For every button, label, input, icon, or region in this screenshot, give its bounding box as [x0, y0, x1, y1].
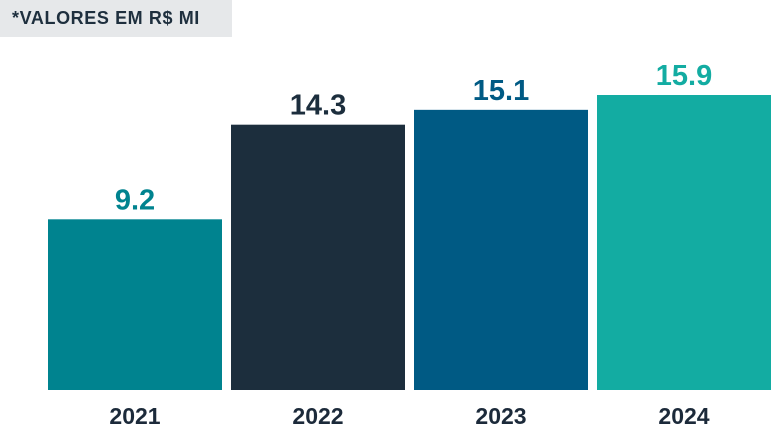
bar-2023 — [414, 109, 588, 390]
bar-2021 — [48, 219, 222, 390]
x-tick-label-2022: 2022 — [292, 403, 343, 427]
bar-2022 — [231, 124, 405, 390]
value-label-2021: 9.2 — [115, 184, 155, 216]
value-label-2023: 15.1 — [473, 75, 529, 107]
unit-note-badge: *VALORES EM R$ MI — [0, 0, 232, 37]
bar-2024 — [597, 95, 771, 390]
x-tick-label-2021: 2021 — [109, 403, 160, 427]
value-label-2022: 14.3 — [290, 90, 346, 122]
value-label-2024: 15.9 — [656, 60, 712, 92]
x-tick-label-2024: 2024 — [658, 403, 709, 427]
x-tick-label-2023: 2023 — [475, 403, 526, 427]
